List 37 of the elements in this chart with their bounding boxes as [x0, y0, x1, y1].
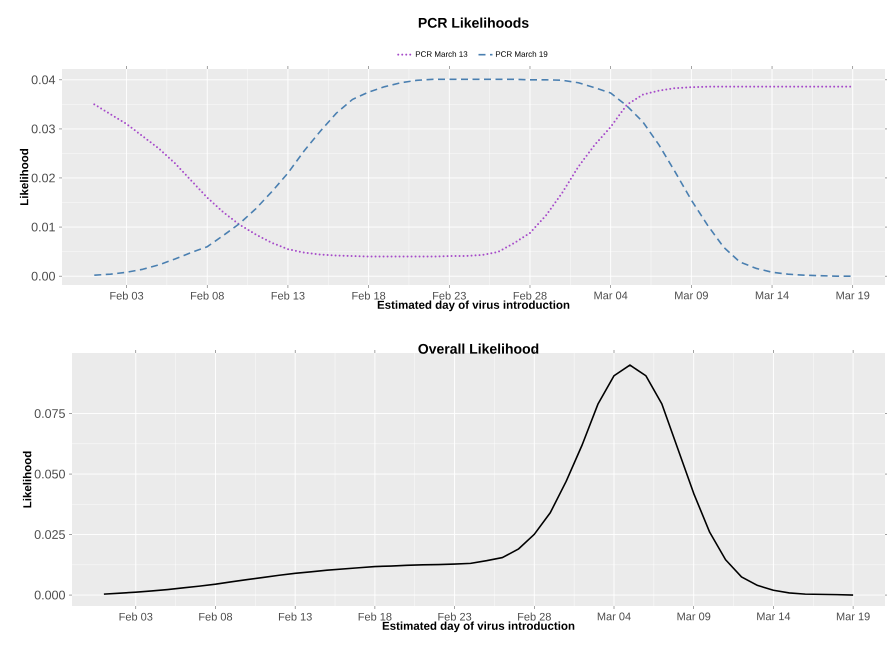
x-tick-label: Feb 23	[438, 612, 472, 621]
y-tick-label: 0.025	[34, 530, 65, 539]
x-tick-label: Feb 18	[352, 292, 386, 300]
x-tick-label: Feb 03	[120, 612, 152, 621]
chart-title: PCR Likelihoods	[418, 18, 529, 28]
y-tick-label: 0.000	[34, 590, 65, 600]
x-tick-label: Feb 18	[358, 612, 392, 621]
x-tick-label: Mar 14	[757, 612, 790, 620]
y-tick-label: 0.01	[32, 222, 55, 232]
legend-label: PCR March 19	[496, 51, 548, 57]
y-tick-label: 0.04	[32, 75, 56, 84]
x-tick-label: Feb 13	[278, 612, 312, 621]
x-tick-label: Mar 04	[594, 292, 628, 300]
legend-label: PCR March 13	[416, 51, 468, 57]
x-tick-label: Mar 09	[675, 292, 708, 300]
y-tick-label: 0.075	[34, 409, 65, 418]
y-axis-title: Likelihood	[20, 149, 28, 205]
y-axis-title: Likelihood	[22, 452, 32, 508]
x-tick-label: Feb 08	[191, 292, 224, 300]
x-tick-label: Feb 28	[514, 292, 547, 300]
x-tick-label: Feb 13	[272, 292, 305, 300]
x-tick-label: Feb 08	[199, 612, 232, 621]
x-tick-label: Feb 23	[433, 292, 466, 300]
y-tick-label: 0.02	[32, 174, 55, 182]
chart-title: Overall Likelihood	[418, 344, 538, 354]
y-tick-label: 0.050	[34, 470, 65, 478]
x-axis-title: Estimated day of virus introduction	[378, 300, 570, 312]
x-tick-label: Feb 03	[110, 292, 144, 300]
x-tick-label: Mar 19	[836, 292, 870, 300]
x-tick-label: Mar 09	[678, 612, 710, 620]
x-tick-label: Feb 28	[518, 612, 551, 621]
y-tick-label: 0.00	[32, 272, 55, 281]
x-tick-label: Mar 19	[836, 612, 870, 620]
y-tick-label: 0.03	[32, 124, 55, 134]
x-tick-label: Mar 14	[756, 292, 789, 300]
x-axis-title: Estimated day of virus introduction	[382, 621, 574, 632]
x-tick-label: Mar 04	[598, 612, 631, 620]
